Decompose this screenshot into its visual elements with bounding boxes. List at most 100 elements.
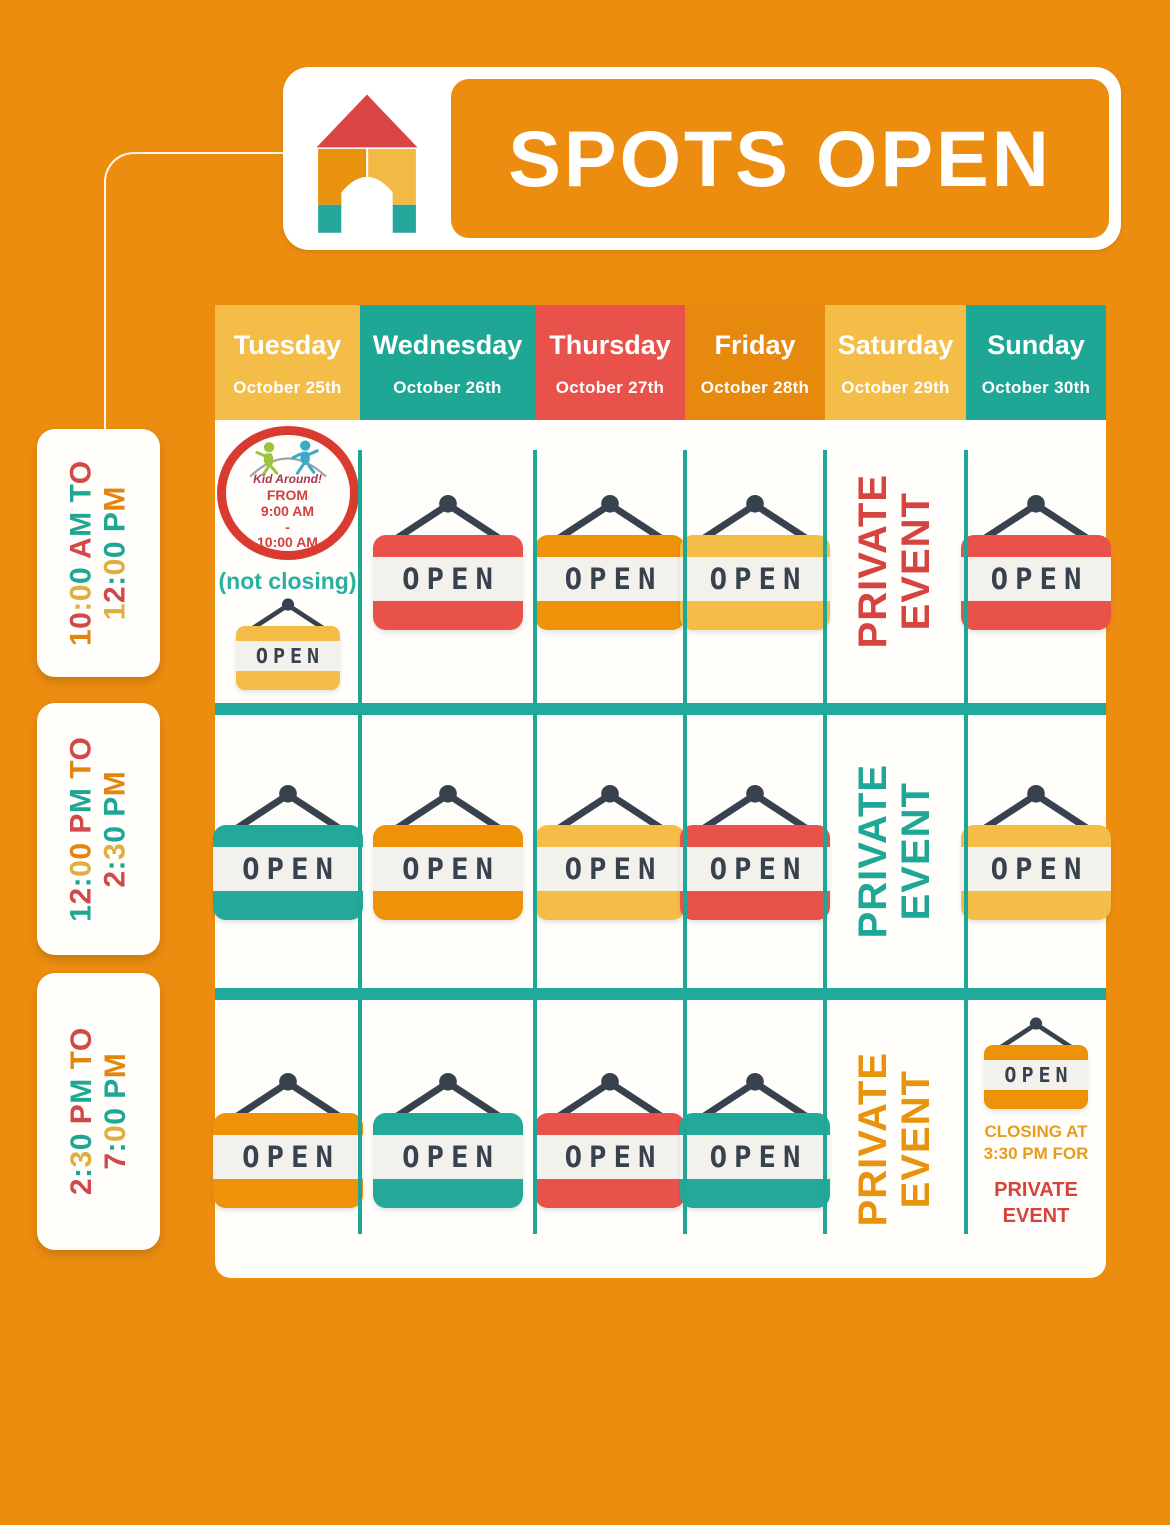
open-sign-label: OPEN [402,1139,500,1174]
cell-saturday-row1: PRIVATE EVENT [825,420,968,703]
open-sign-board: OPEN [535,825,685,920]
cell-wednesday-row2: OPEN [360,715,537,988]
open-sign-board: OPEN [212,825,363,920]
kid-around-title: Kid Around! [253,472,322,487]
column-divider [823,715,827,988]
row-separator-bar [215,703,1106,715]
day-date: October 28th [700,378,810,397]
open-sign-stripe: OPEN [961,557,1111,601]
cell-wednesday-row1: OPEN [360,420,537,703]
open-sign-label: OPEN [709,1139,808,1174]
kid-around-dash: - [285,518,290,535]
open-sign: OPEN [535,1071,685,1208]
day-date: October 26th [393,378,502,397]
open-sign-label: OPEN [1004,1063,1073,1087]
cell-wednesday-row3: OPEN [360,1000,537,1278]
open-sign: OPEN [235,597,340,690]
header-badge: SPOTS OPEN [283,67,1121,250]
cell-tuesday-row2: OPEN [212,715,363,988]
kid-around-circle: Kid Around! FROM 9:00 AM -10:00 AM [216,426,359,560]
cell-thursday-row2: OPEN [535,715,687,988]
open-sign-stripe: OPEN [680,847,830,891]
schedule-row-3: OPEN OPEN OPEN OPEN PRIVATE EVENT OPEN CLOSING … [212,1000,1106,1278]
time-label-text: 2:30 PM TO 7:00 PM [64,1028,132,1196]
day-name: Friday [714,330,796,360]
day-name: Thursday [549,330,671,360]
schedule-row-1: Kid Around! FROM 9:00 AM -10:00 AM (not clos… [215,420,1111,703]
private-event-label: PRIVATE EVENT [851,764,939,938]
kid-around-logo-icon [248,440,327,478]
private-event-line2: EVENT [894,492,939,631]
column-divider [964,1000,968,1234]
open-sign: OPEN [984,1016,1088,1109]
open-sign-board: OPEN [372,535,523,630]
open-sign-board: OPEN [235,626,340,690]
open-sign-board: OPEN [680,1112,830,1208]
sign-hanger-icon [247,598,328,631]
open-sign: OPEN [680,783,830,920]
cell-friday-row1: OPEN [680,420,830,703]
cell-thursday-row3: OPEN [535,1000,687,1278]
day-date: October 25th [233,378,342,397]
private-event-line1: PRIVATE [851,1051,896,1227]
sign-hanger-icon [978,494,1094,542]
cell-saturday-row3: PRIVATE EVENT [825,1000,968,1278]
open-sign-stripe: OPEN [680,1134,830,1179]
closing-note: CLOSING AT 3:30 PM FOR [984,1121,1089,1165]
open-sign-board: OPEN [535,535,685,630]
sign-hanger-icon [390,494,505,542]
open-sign-board: OPEN [680,535,830,630]
kid-around-from: FROM [266,487,309,504]
block-house-icon [316,94,418,233]
row-separator-bar [215,988,1106,1000]
day-header-thursday: Thursday October 27th [535,305,685,420]
open-sign-label: OPEN [402,562,500,596]
sign-hanger-icon [697,784,813,832]
sign-hanger-icon [697,494,813,542]
day-header-row: Tuesday October 25th Wednesday October 26th… [215,305,1106,420]
open-sign-stripe: OPEN [535,557,685,601]
closing-note-line2: 3:30 PM FOR [983,1144,1089,1164]
open-sign: OPEN [372,493,523,630]
day-name: Saturday [837,330,954,360]
open-sign-stripe: OPEN [372,557,523,601]
closing-note-line1: CLOSING AT [984,1122,1088,1141]
open-sign-label: OPEN [564,1139,663,1174]
open-sign-stripe: OPEN [212,847,363,891]
schedule-row-2: OPEN OPEN OPEN OPEN PRIVATE EVENT OPEN [212,715,1111,988]
private-event-line2: EVENT [894,782,939,921]
day-name: Sunday [987,330,1085,360]
logo-area [283,67,451,250]
open-sign-stripe: OPEN [235,641,340,671]
open-sign: OPEN [372,783,523,920]
open-sign-board: OPEN [680,825,830,920]
schedule-body: Kid Around! FROM 9:00 AM -10:00 AM (not clos… [212,420,1111,1278]
sign-hanger-icon [996,1017,1076,1050]
kid-around-time1: 9:00 AM [260,502,315,519]
open-sign: OPEN [680,1071,830,1208]
open-sign: OPEN [680,493,830,630]
page-title: SPOTS OPEN [508,113,1052,203]
day-header-tuesday: Tuesday October 25th [215,305,360,420]
open-sign-board: OPEN [372,825,523,920]
open-sign-label: OPEN [709,852,808,886]
column-divider [964,450,968,703]
cell-sunday-row2: OPEN [961,715,1111,988]
private-event-line2: EVENT [894,1069,939,1209]
open-sign: OPEN [212,783,363,920]
cell-thursday-row1: OPEN [535,420,687,703]
open-sign-board: OPEN [372,1112,523,1208]
sign-hanger-icon [697,1072,813,1120]
column-divider [533,1000,537,1234]
time-label-line: 2:30 PM TO [64,1027,98,1196]
day-name: Tuesday [233,330,342,360]
open-sign: OPEN [535,783,685,920]
open-sign-stripe: OPEN [372,847,523,891]
day-date: October 30th [981,378,1091,397]
time-label-text: 12:00 PM TO 2:30 PM [64,736,132,921]
day-header-friday: Friday October 28th [685,305,825,420]
open-sign-label: OPEN [990,852,1089,886]
open-sign: OPEN [961,493,1111,630]
open-sign-stripe: OPEN [535,847,685,891]
